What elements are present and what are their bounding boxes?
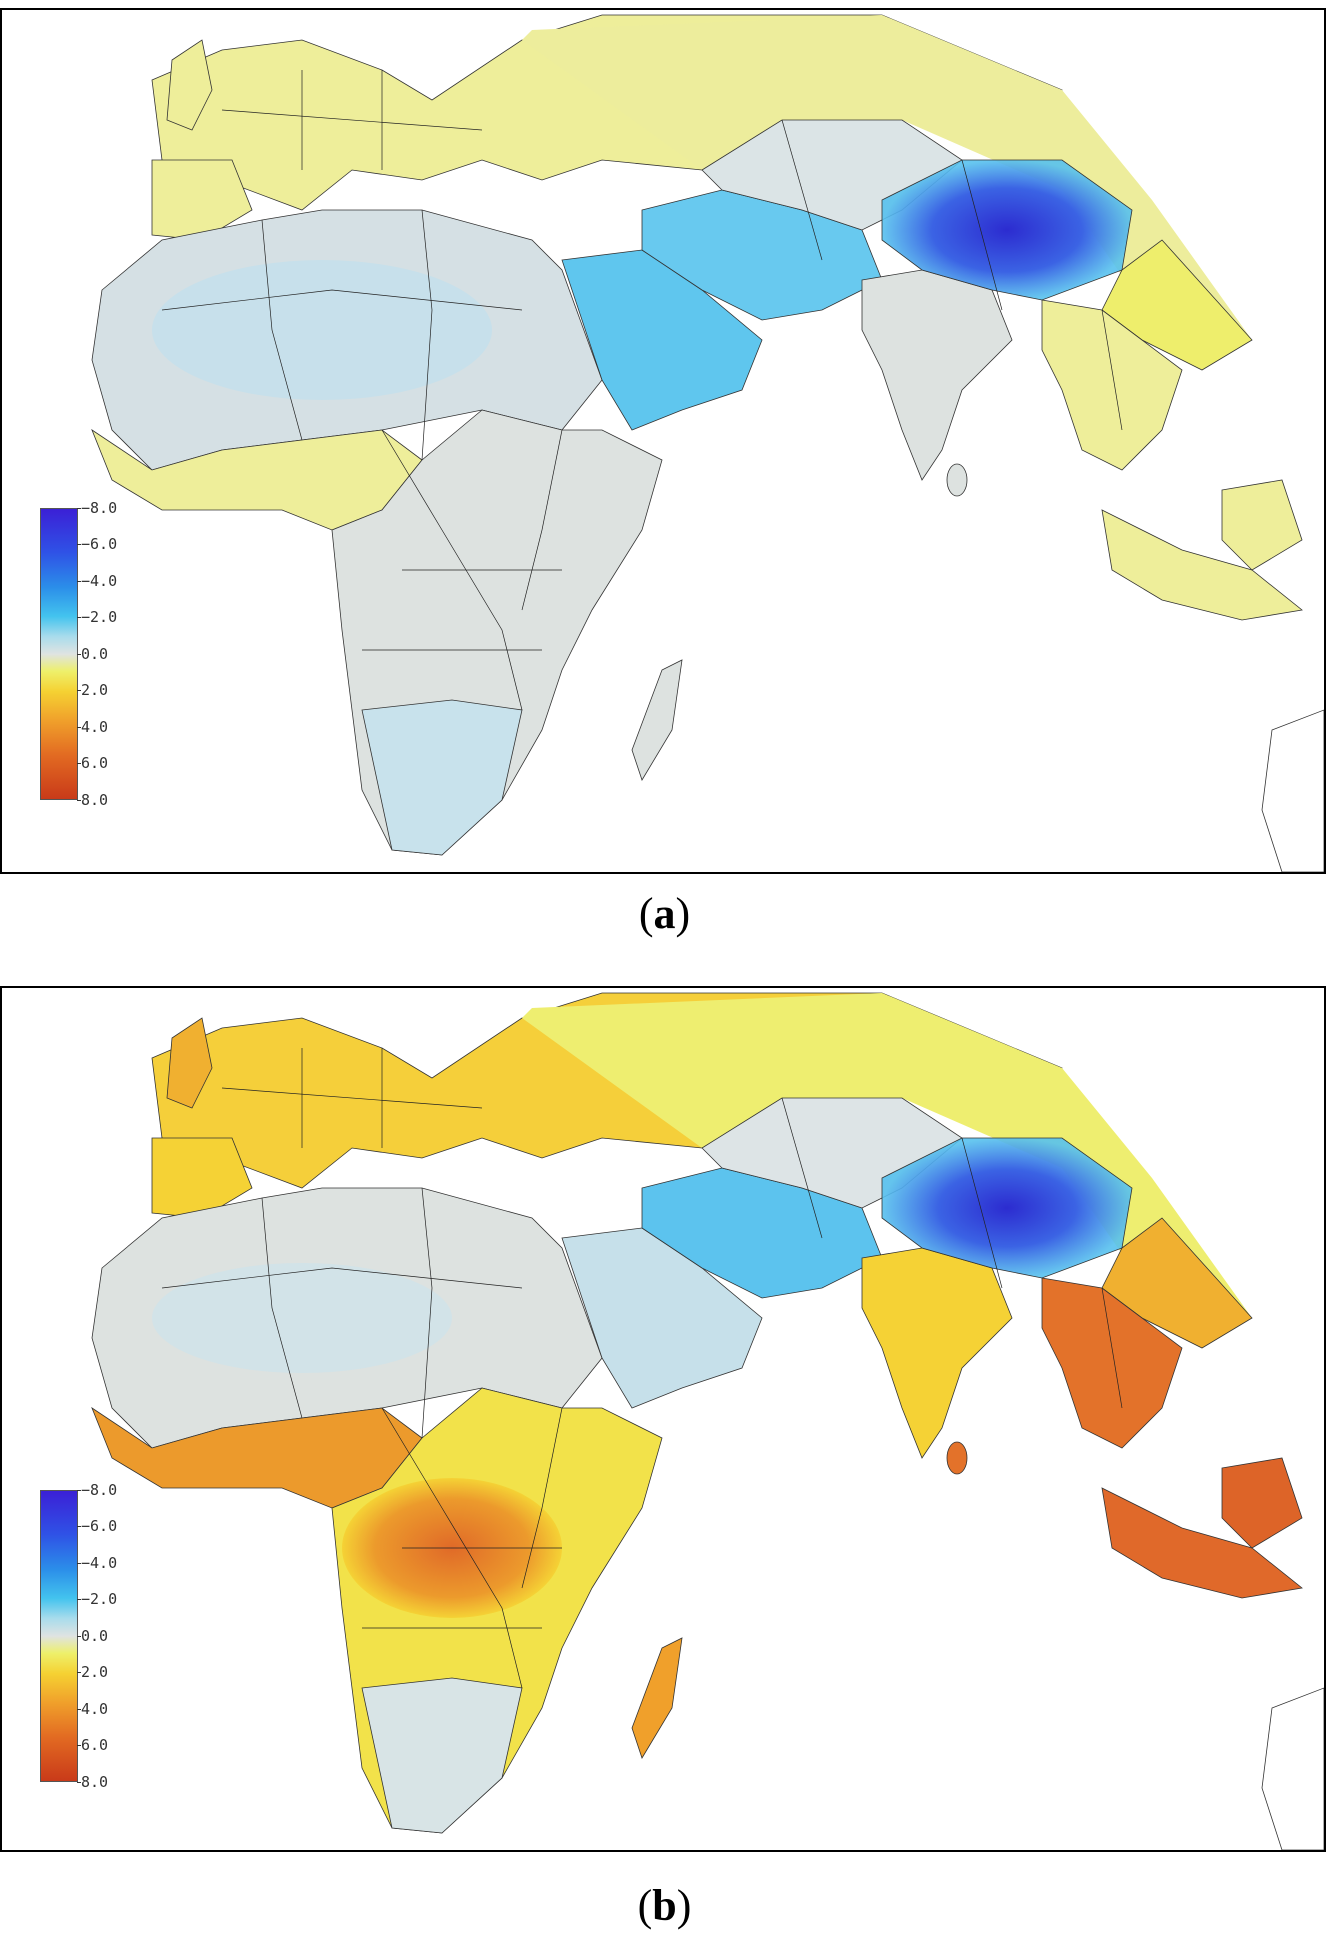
legend-tick: −6.0 — [76, 535, 118, 553]
region-indonesia — [1101, 509, 1303, 621]
region-australia — [1261, 1687, 1324, 1850]
legend-tick: 0.0 — [76, 1627, 109, 1645]
region-sri-lanka — [946, 463, 968, 497]
caption-a-label: a — [653, 889, 676, 938]
caption-b-label: b — [652, 1881, 677, 1930]
legend-tick: −4.0 — [76, 1554, 118, 1572]
country-borders — [161, 70, 1123, 711]
legend-tick: 8.0 — [76, 1773, 109, 1791]
caption-a: (a) — [638, 889, 691, 938]
region-australia — [1261, 709, 1324, 872]
region-sahara-cool — [152, 1263, 452, 1373]
region-indonesia — [1101, 1487, 1303, 1599]
legend-tick: −8.0 — [76, 499, 118, 517]
map-b — [91, 992, 1324, 1850]
region-siberia — [522, 993, 1252, 1328]
region-india — [861, 1247, 1013, 1459]
legend-tick: 6.0 — [76, 1736, 109, 1754]
legend-tick: 2.0 — [76, 1663, 109, 1681]
legend-colorbar — [40, 508, 78, 800]
country-borders — [161, 1048, 1123, 1689]
legend-tick: 0.0 — [76, 645, 109, 663]
region-iberia — [151, 159, 253, 241]
region-madagascar — [631, 659, 683, 781]
region-uk — [166, 1017, 213, 1109]
color-legend-b: −8.0 −6.0 −4.0 −2.0 0.0 2.0 4.0 6.0 8.0 — [40, 1482, 160, 1790]
region-sahara-cool — [152, 260, 492, 400]
region-siberia — [522, 15, 1252, 350]
region-borneo — [1221, 1457, 1303, 1549]
legend-tick: 2.0 — [76, 681, 109, 699]
region-se-asia — [1041, 299, 1183, 471]
region-southern-africa — [361, 699, 523, 856]
region-se-asia — [1041, 1277, 1183, 1449]
region-uk — [166, 39, 213, 131]
region-iberia — [151, 1137, 253, 1219]
legend-tick: −8.0 — [76, 1481, 118, 1499]
map-panel-a: −8.0 −6.0 −4.0 −2.0 0.0 2.0 4.0 6.0 8.0 — [0, 8, 1326, 874]
color-legend-a: −8.0 −6.0 −4.0 −2.0 0.0 2.0 4.0 6.0 8.0 — [40, 500, 160, 808]
region-tibet — [881, 1137, 1133, 1279]
region-sri-lanka — [946, 1441, 968, 1475]
map-panel-b: −8.0 −6.0 −4.0 −2.0 0.0 2.0 4.0 6.0 8.0 — [0, 986, 1326, 1852]
legend-tick: −4.0 — [76, 572, 118, 590]
legend-tick: 6.0 — [76, 754, 109, 772]
legend-tick: 4.0 — [76, 718, 109, 736]
legend-tick: 4.0 — [76, 1700, 109, 1718]
legend-tick: −6.0 — [76, 1517, 118, 1535]
region-tibet — [881, 159, 1133, 301]
map-a — [91, 14, 1324, 872]
region-india — [861, 269, 1013, 481]
region-southern-africa — [361, 1677, 523, 1834]
region-madagascar — [631, 1637, 683, 1759]
region-borneo — [1221, 479, 1303, 571]
legend-tick: −2.0 — [76, 1590, 118, 1608]
caption-b: (b) — [637, 1881, 692, 1930]
legend-tick: 8.0 — [76, 791, 109, 809]
legend-colorbar — [40, 1490, 78, 1782]
legend-tick: −2.0 — [76, 608, 118, 626]
